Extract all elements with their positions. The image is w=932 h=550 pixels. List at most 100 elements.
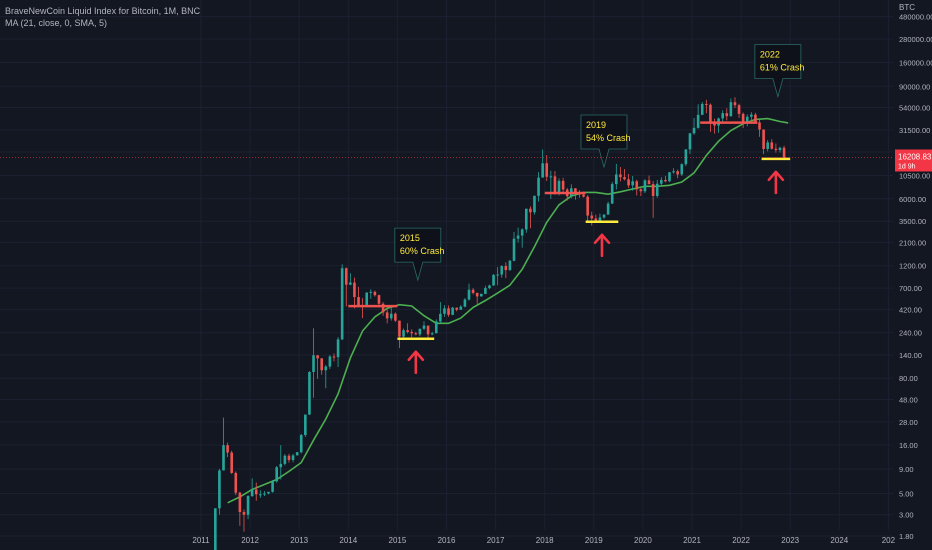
candle xyxy=(308,371,311,416)
candle xyxy=(664,175,667,183)
y-tick-label: 10500.00 xyxy=(899,172,930,181)
candle-body xyxy=(574,188,577,193)
candle-body xyxy=(692,127,696,134)
candle xyxy=(705,99,708,114)
candle xyxy=(410,329,414,338)
candle-body xyxy=(725,113,729,117)
candle xyxy=(430,331,434,336)
candle xyxy=(214,508,217,550)
candle xyxy=(684,149,688,167)
candle xyxy=(561,177,565,193)
candle xyxy=(320,358,324,375)
candle xyxy=(610,181,614,204)
candle xyxy=(647,175,651,185)
last-price-value: 16208.83 xyxy=(898,153,932,162)
candle xyxy=(529,206,532,229)
moving-average-layer xyxy=(227,117,789,504)
candle xyxy=(304,414,307,437)
candle xyxy=(721,110,724,123)
candle-body xyxy=(545,163,549,177)
symbol-title[interactable]: BraveNewCoin Liquid Index for Bitcoin, 1… xyxy=(5,6,201,16)
candle xyxy=(741,112,745,129)
candle xyxy=(700,101,704,116)
candle-body xyxy=(226,445,229,453)
x-tick-label: 2016 xyxy=(438,536,456,545)
candle xyxy=(479,293,483,297)
candle-body xyxy=(750,114,753,117)
candle xyxy=(696,104,700,129)
candle-body xyxy=(353,282,356,298)
crash-annotation: 2022 61% Crash xyxy=(700,44,804,195)
candle-body xyxy=(414,333,418,335)
candle-body xyxy=(246,496,250,515)
candle xyxy=(295,451,299,456)
candle xyxy=(271,480,274,493)
candle xyxy=(655,179,659,198)
candle-body xyxy=(234,472,238,493)
candle-body xyxy=(250,489,254,497)
candle-body xyxy=(598,217,602,222)
candle xyxy=(676,169,679,179)
candle-body xyxy=(426,325,430,335)
callout-year: 2019 xyxy=(586,120,606,130)
candle-body xyxy=(324,366,328,371)
candle-body xyxy=(557,180,561,193)
x-tick-label: 2024 xyxy=(830,536,848,545)
candle-body xyxy=(340,268,344,340)
candle xyxy=(586,195,589,222)
candle-body xyxy=(373,291,377,296)
candle xyxy=(459,305,463,310)
x-tick-label: 2020 xyxy=(634,536,652,545)
candle-body xyxy=(651,184,655,196)
candle-body xyxy=(385,312,389,319)
y-tick-label: 2100.00 xyxy=(899,238,926,247)
candle xyxy=(774,143,778,153)
candle-body xyxy=(500,266,504,275)
candle xyxy=(332,353,336,362)
x-tick-label: 2021 xyxy=(683,536,701,545)
candle xyxy=(344,267,348,307)
y-tick-label: 1.80 xyxy=(899,532,914,541)
candle xyxy=(267,491,270,495)
candle-body xyxy=(242,512,246,515)
annotations-layer: 2015 60% Crash 2019 54% Crash 2022 61% Crash xyxy=(348,44,804,375)
candle-body xyxy=(214,508,217,550)
candle-body xyxy=(561,180,565,190)
last-price-tag: 16208.83 1d 9h xyxy=(0,149,932,172)
candle xyxy=(496,267,499,286)
candle xyxy=(242,509,246,532)
candle xyxy=(467,283,471,301)
candle xyxy=(692,118,696,135)
candle-body xyxy=(582,194,585,197)
callout-box xyxy=(754,44,802,99)
candle-body xyxy=(516,235,520,239)
candle xyxy=(291,453,295,463)
candle-body xyxy=(529,208,532,213)
candle-body xyxy=(406,330,409,332)
candle xyxy=(230,450,233,474)
crash-annotation: 2015 60% Crash xyxy=(348,227,444,375)
y-tick-label: 6000.00 xyxy=(899,195,926,204)
indicator-legend[interactable]: MA (21, close, 0, SMA, 5) xyxy=(5,18,108,28)
candle-body xyxy=(733,102,737,106)
y-tick-label: 31500.00 xyxy=(899,126,930,135)
candle xyxy=(226,442,229,458)
y-tick-label: 240.00 xyxy=(899,329,922,338)
y-tick-label: 3500.00 xyxy=(899,217,926,226)
y-tick-label: 5.00 xyxy=(899,489,914,498)
candle xyxy=(336,337,340,367)
y-tick-label: 28.00 xyxy=(899,418,918,427)
candle-body xyxy=(316,355,319,359)
candle-body xyxy=(455,307,459,310)
candle xyxy=(627,173,630,188)
candlestick-series xyxy=(214,97,786,550)
candle-body xyxy=(774,148,778,151)
candle-body xyxy=(619,174,622,178)
candle-body xyxy=(496,274,499,276)
candle-body xyxy=(369,291,373,293)
candle xyxy=(709,103,712,132)
candle xyxy=(668,171,671,183)
candle xyxy=(680,163,684,176)
candle xyxy=(516,227,520,243)
